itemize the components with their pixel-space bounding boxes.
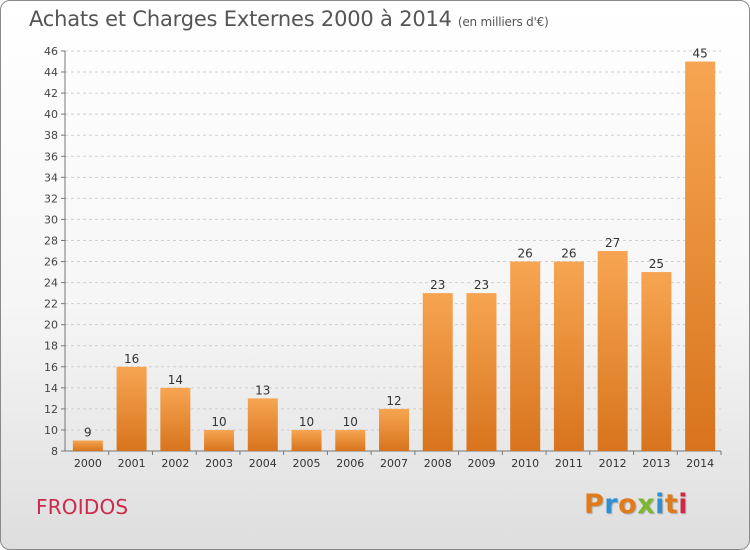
y-tick-label: 12 (44, 403, 58, 416)
x-tick-label: 2010 (511, 457, 539, 470)
bar (422, 293, 453, 451)
data-label: 16 (124, 352, 139, 366)
bar (379, 408, 409, 451)
y-tick-label: 36 (44, 150, 58, 163)
y-tick-label: 42 (44, 87, 58, 100)
y-tick-label: 40 (44, 108, 58, 121)
data-label: 26 (518, 247, 533, 261)
x-tick-label: 2009 (467, 457, 495, 470)
bar (685, 61, 716, 452)
x-tick-label: 2008 (424, 457, 452, 470)
x-tick-label: 2004 (249, 457, 277, 470)
x-tick-label: 2005 (293, 457, 321, 470)
bar (116, 366, 147, 451)
logo-letter: t (664, 489, 679, 520)
data-label: 23 (474, 278, 489, 292)
logo-letter: x (637, 489, 656, 520)
chart-title: Achats et Charges Externes 2000 à 2014 (29, 7, 452, 31)
bar (72, 440, 103, 451)
y-tick-label: 38 (44, 129, 58, 142)
y-tick-label: 30 (44, 213, 58, 226)
bar (466, 293, 497, 451)
y-tick-label: 8 (51, 445, 58, 458)
y-tick-label: 14 (44, 382, 58, 395)
y-tick-label: 20 (44, 319, 58, 332)
logo-letter: i (678, 489, 689, 520)
y-tick-label: 24 (44, 277, 58, 290)
y-tick-label: 18 (44, 340, 58, 353)
data-label: 12 (386, 394, 401, 408)
x-tick-label: 2012 (599, 457, 627, 470)
bar (553, 261, 584, 451)
y-tick-label: 46 (44, 45, 58, 58)
x-tick-label: 2001 (118, 457, 146, 470)
logo-letter: i (655, 489, 665, 520)
logo-letter: P (584, 489, 605, 520)
bar (291, 429, 322, 451)
data-label: 26 (561, 247, 576, 261)
logo-letter: o (618, 489, 638, 520)
y-tick-label: 28 (44, 234, 58, 247)
bar (510, 261, 541, 451)
bar (335, 429, 366, 451)
y-tick-label: 10 (44, 424, 58, 437)
data-label: 14 (168, 373, 183, 387)
data-label: 13 (255, 383, 270, 397)
y-tick-label: 26 (44, 256, 58, 269)
bar (204, 429, 235, 451)
x-tick-label: 2011 (555, 457, 583, 470)
y-tick-label: 32 (44, 192, 58, 205)
bar (247, 398, 278, 451)
bar (597, 251, 628, 451)
x-tick-label: 2000 (74, 457, 102, 470)
logo-letter: r (604, 489, 619, 520)
x-tick-label: 2013 (642, 457, 670, 470)
x-tick-label: 2006 (336, 457, 364, 470)
x-tick-label: 2014 (686, 457, 714, 470)
data-label: 27 (605, 236, 620, 250)
bar (641, 272, 672, 451)
x-tick-label: 2002 (161, 457, 189, 470)
y-tick-label: 16 (44, 361, 58, 374)
x-tick-label: 2007 (380, 457, 408, 470)
place-name: FROIDOS (36, 495, 129, 519)
y-tick-label: 44 (44, 66, 58, 79)
chart-subtitle: (en milliers d'€) (457, 15, 549, 29)
data-label: 9 (84, 425, 92, 439)
y-tick-label: 34 (44, 171, 58, 184)
data-label: 23 (430, 278, 445, 292)
data-label: 10 (343, 415, 358, 429)
bar (160, 387, 191, 451)
data-label: 25 (649, 257, 664, 271)
data-label: 10 (211, 415, 226, 429)
proxiti-logo: Proxiti (584, 489, 688, 520)
chart-title-block: Achats et Charges Externes 2000 à 2014 (e… (29, 7, 549, 31)
x-tick-label: 2003 (205, 457, 233, 470)
data-label: 10 (299, 415, 314, 429)
y-tick-label: 22 (44, 298, 58, 311)
data-label: 45 (692, 47, 707, 61)
